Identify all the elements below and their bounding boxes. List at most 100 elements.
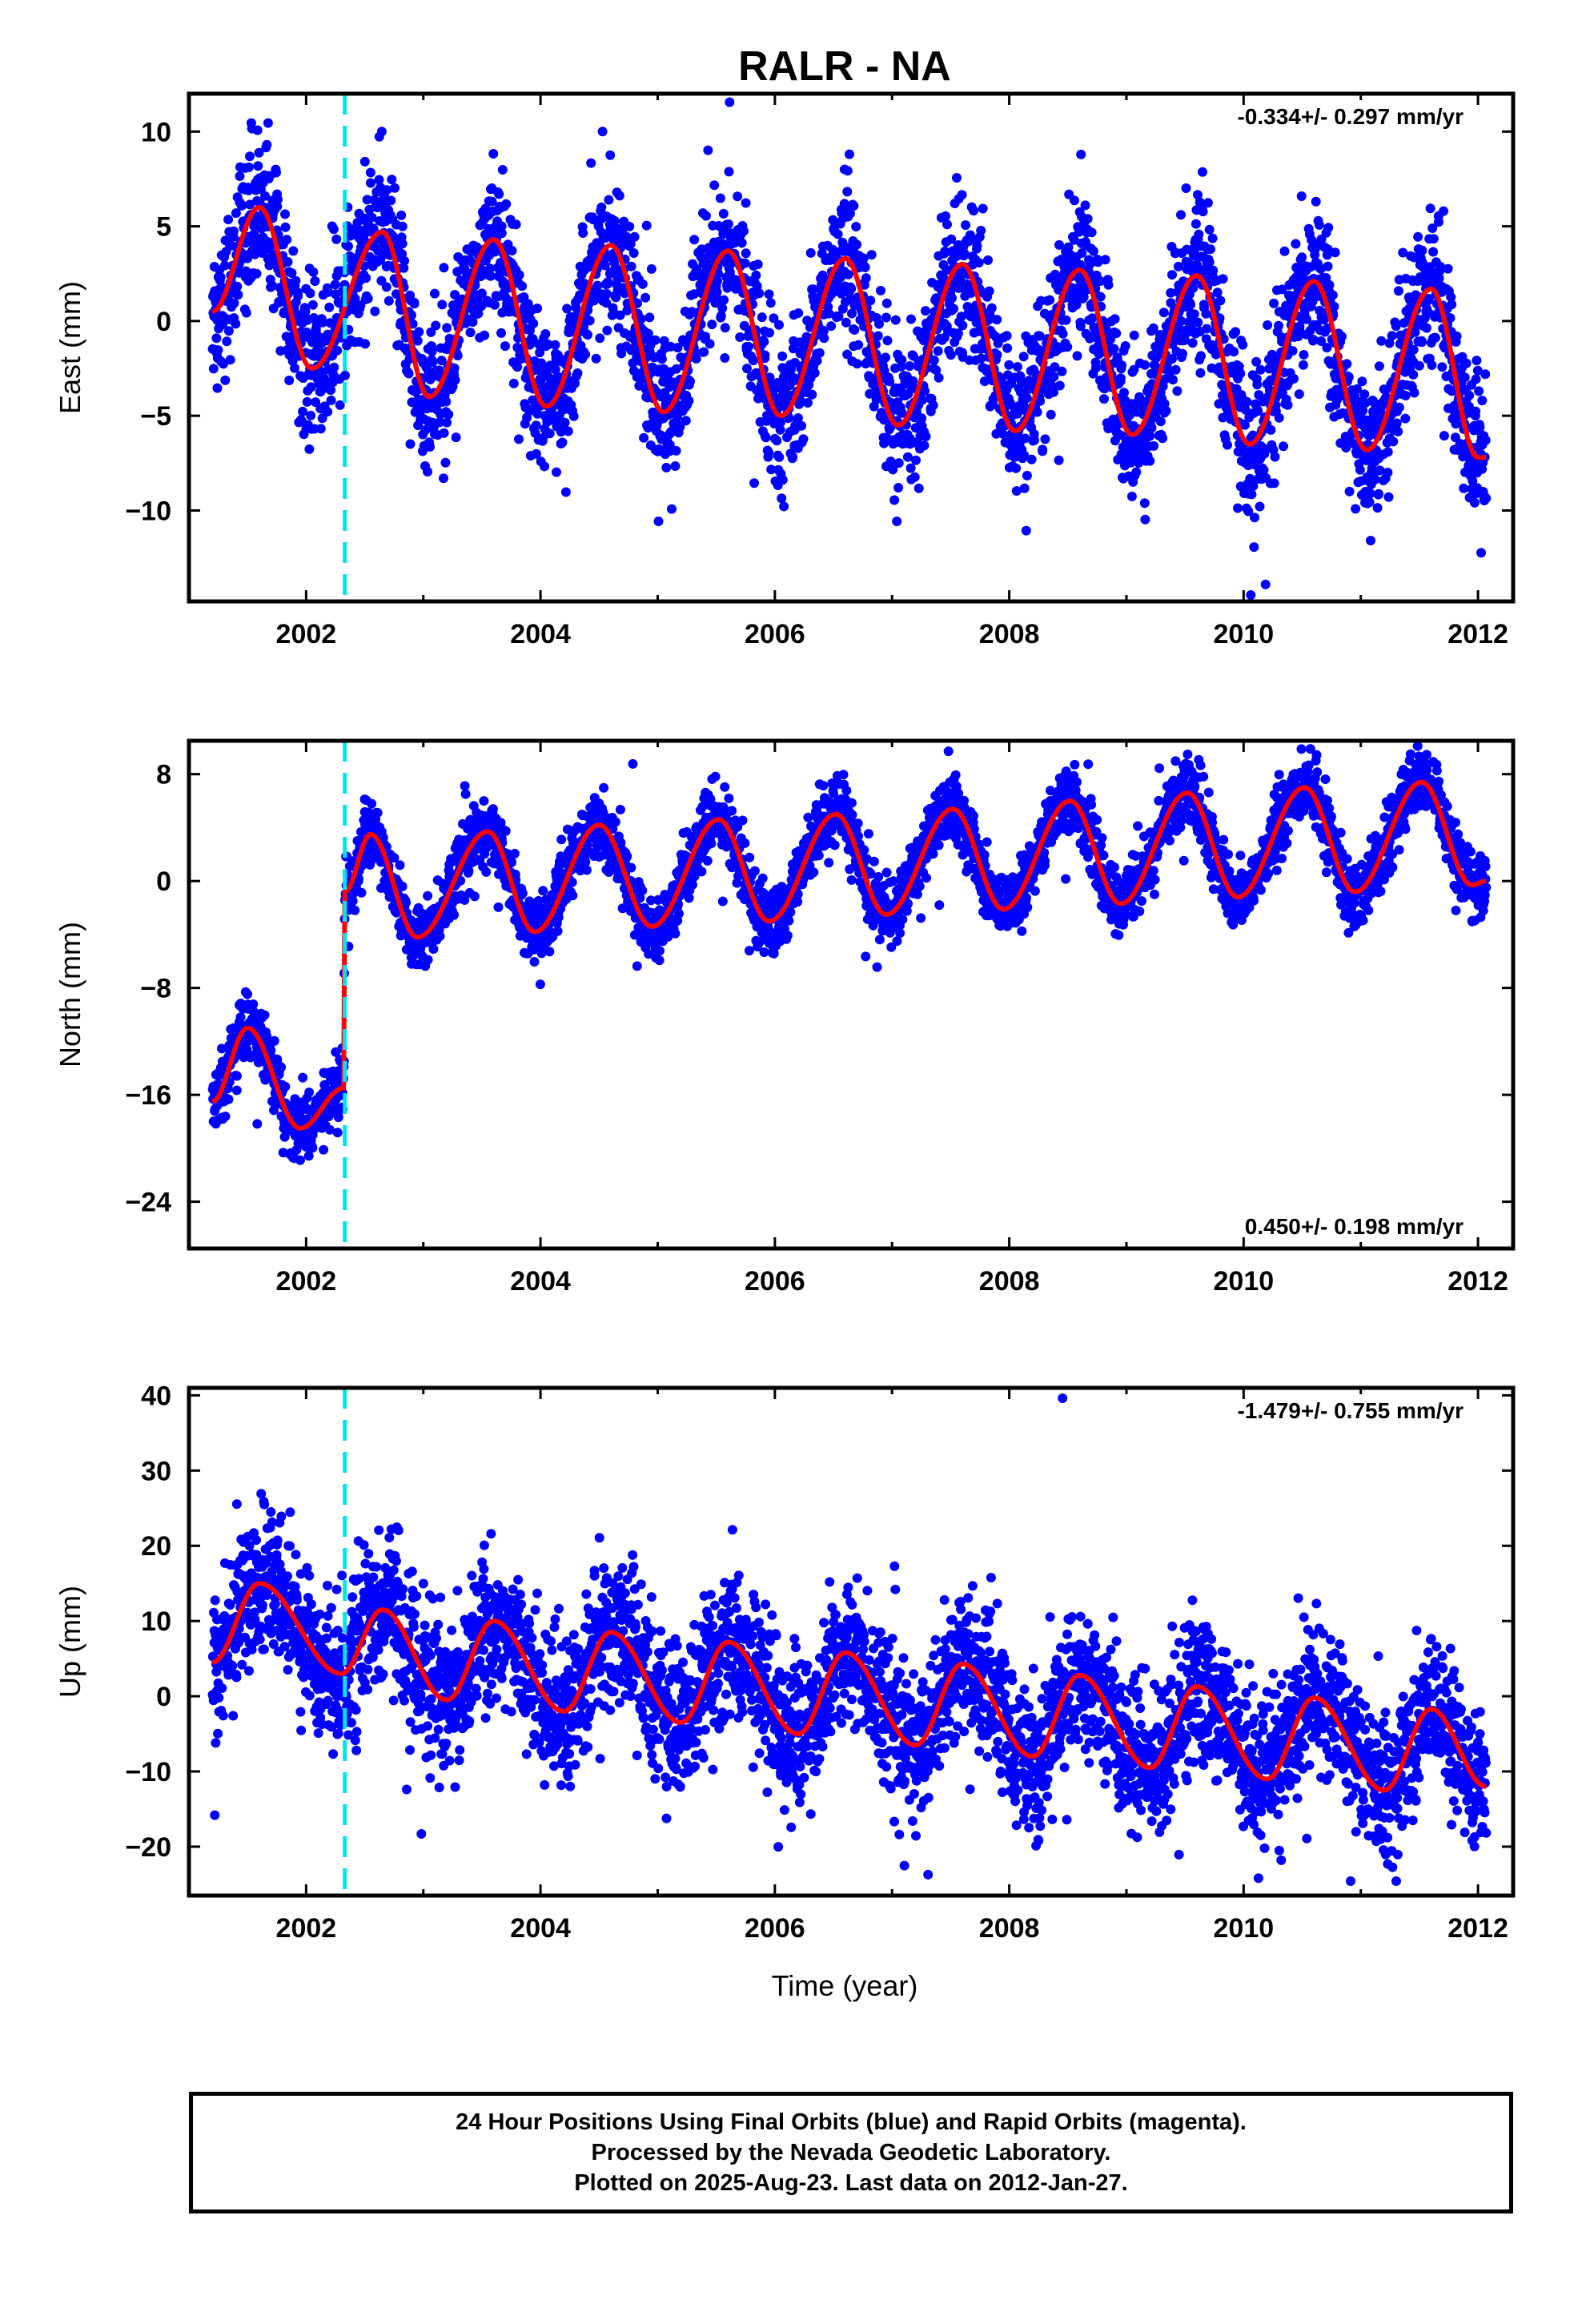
east-data-point xyxy=(307,337,318,348)
east-data-point xyxy=(611,292,621,303)
east-data-point xyxy=(243,162,254,172)
north-data-point xyxy=(469,891,480,902)
east-data-point xyxy=(1032,407,1042,417)
east-data-point xyxy=(1155,416,1166,427)
north-data-point xyxy=(372,807,383,818)
east-data-point xyxy=(689,235,700,245)
east-data-point xyxy=(1468,476,1478,486)
east-data-point xyxy=(441,396,452,407)
east-data-point xyxy=(531,448,541,459)
east-data-point xyxy=(397,239,408,249)
east-data-point xyxy=(1437,362,1447,372)
east-data-point xyxy=(1145,431,1154,441)
east-data-point xyxy=(984,286,994,296)
east-data-point xyxy=(902,452,913,462)
east-data-point xyxy=(1198,167,1207,177)
east-data-point xyxy=(305,288,315,299)
east-data-point xyxy=(1201,308,1211,319)
east-data-point xyxy=(1298,360,1308,370)
east-data-point xyxy=(1364,431,1375,441)
east-data-point xyxy=(793,308,804,318)
east-data-point xyxy=(449,363,460,373)
north-data-point xyxy=(259,1010,270,1020)
east-data-point xyxy=(917,413,927,424)
east-data-point xyxy=(845,208,855,219)
east-data-point xyxy=(229,226,239,236)
north-data-point xyxy=(304,1088,315,1097)
east-data-point xyxy=(1446,292,1456,302)
north-data-point xyxy=(231,1085,242,1096)
east-data-point xyxy=(759,336,769,347)
east-data-point xyxy=(845,149,854,159)
east-data-point xyxy=(231,208,241,219)
east-data-point xyxy=(1134,458,1144,468)
east-data-point xyxy=(1022,393,1032,404)
east-data-point xyxy=(1428,247,1439,257)
east-data-point xyxy=(540,329,551,339)
east-data-point xyxy=(1045,295,1055,305)
east-data-point xyxy=(1080,200,1090,211)
east-data-point xyxy=(362,195,372,205)
east-data-point xyxy=(765,372,775,383)
east-data-point xyxy=(1195,368,1206,378)
east-data-point xyxy=(1240,420,1250,430)
east-data-point xyxy=(248,70,258,79)
east-data-point xyxy=(439,473,448,484)
east-data-point xyxy=(1477,396,1488,406)
east-data-point xyxy=(941,211,950,221)
east-data-point xyxy=(326,396,336,405)
east-data-point xyxy=(865,388,875,399)
east-data-point xyxy=(1351,504,1361,514)
east-data-point xyxy=(300,306,311,316)
east-data-point xyxy=(584,316,595,326)
east-data-point xyxy=(1324,279,1335,290)
east-data-point xyxy=(691,353,701,364)
north-data-point xyxy=(243,989,252,999)
east-data-point xyxy=(893,483,904,493)
east-data-point xyxy=(846,283,857,294)
east-data-point xyxy=(442,323,452,333)
east-data-point xyxy=(671,445,681,456)
east-data-point xyxy=(272,201,283,211)
east-data-point xyxy=(298,406,308,416)
east-data-point xyxy=(1179,335,1190,345)
east-data-point xyxy=(359,156,370,167)
east-data-point xyxy=(1301,314,1311,324)
east-data-point xyxy=(323,287,334,297)
east-data-point xyxy=(1287,346,1298,356)
east-data-point xyxy=(1308,335,1319,345)
east-data-point xyxy=(625,239,636,249)
east-data-point xyxy=(1189,309,1199,320)
east-data-point xyxy=(723,219,733,229)
east-y-tick-label: 0 xyxy=(156,307,171,337)
east-data-point xyxy=(290,363,300,373)
east-data-point xyxy=(853,340,864,350)
east-data-point xyxy=(1034,331,1045,341)
east-data-point xyxy=(343,241,353,251)
east-data-point xyxy=(284,376,295,385)
east-data-point xyxy=(1085,259,1095,269)
east-data-point xyxy=(1247,489,1257,500)
east-data-point xyxy=(293,291,303,301)
east-data-point xyxy=(241,266,251,276)
east-data-point xyxy=(480,330,490,340)
east-data-point xyxy=(640,292,651,303)
east-data-point xyxy=(468,317,478,328)
north-data-point xyxy=(464,866,474,876)
east-data-point xyxy=(672,412,682,423)
east-data-point xyxy=(1480,435,1491,445)
east-data-point xyxy=(473,308,484,319)
east-data-point xyxy=(742,364,752,374)
east-data-point xyxy=(1049,372,1059,382)
east-data-point xyxy=(1408,344,1419,355)
east-data-point xyxy=(328,224,339,235)
east-data-point xyxy=(1447,300,1457,310)
east-data-point xyxy=(597,127,608,137)
east-data-point xyxy=(644,312,655,323)
east-data-point xyxy=(1160,374,1170,384)
north-data-point xyxy=(435,931,445,941)
east-data-point xyxy=(229,298,239,308)
east-data-point xyxy=(596,202,607,212)
north-data-point xyxy=(535,979,545,990)
east-data-point xyxy=(444,409,454,420)
